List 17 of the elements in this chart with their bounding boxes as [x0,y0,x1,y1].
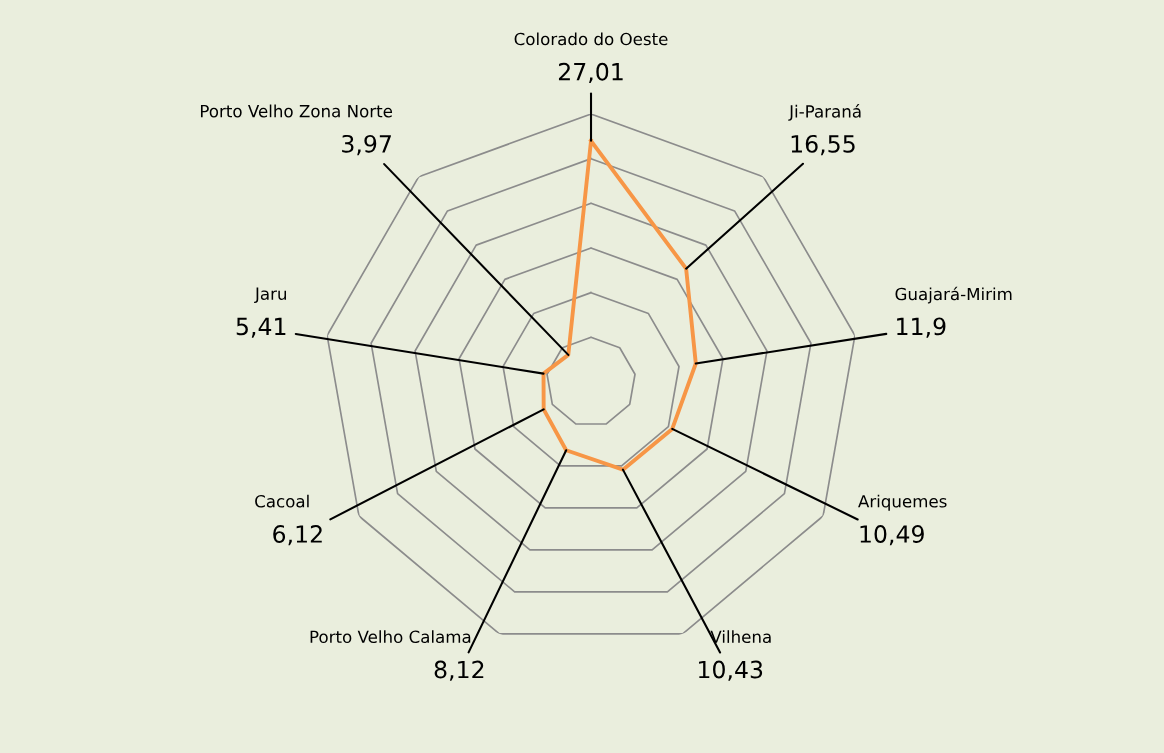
text: 10,49 [860,525,924,546]
spoke-label: Colorado do Oeste [514,32,668,46]
text: 8,12 [434,660,484,681]
text: 27,01 [558,62,623,84]
spoke-label: Ariquemes [858,494,947,511]
text: 16,55 [791,134,855,156]
text: 11,9 [897,317,946,338]
spoke-label: Porto Velho Calama [310,630,471,644]
spoke-label: Guajará-Mirim [895,286,1012,304]
spoke-label: Porto Velho Zona Norte [200,104,393,118]
spoke-label: Cacoal [255,494,309,508]
spoke-label: Jaru [254,287,286,304]
spoke-label: Ji-Paraná [788,104,861,121]
text: 5,41 [236,317,286,338]
text: 6,12 [273,525,322,546]
text: 10,43 [699,660,763,681]
text: 3,97 [342,134,391,156]
